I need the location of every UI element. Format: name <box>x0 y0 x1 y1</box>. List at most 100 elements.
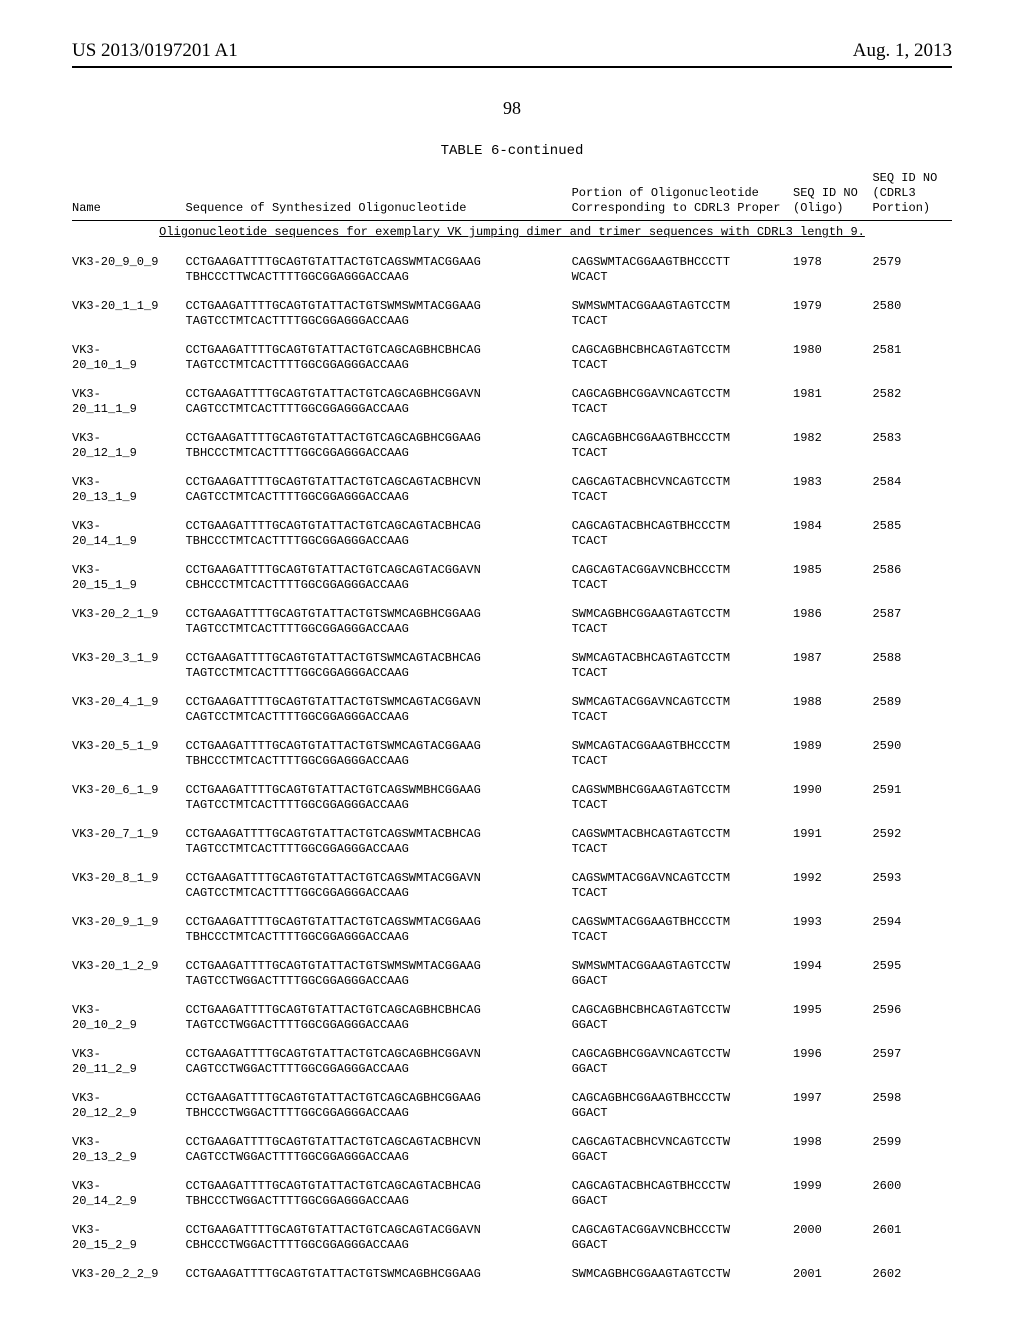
cell-seq: CCTGAAGATTTTGCAGTGTATTACTGTCAGSWMTACGGAA… <box>186 908 572 952</box>
cell-portion: SWMCAGTACGGAVNCAGTCCTM TCACT <box>572 688 793 732</box>
cell-id1: 1996 <box>793 1040 872 1084</box>
table-row: VK3-20_1_2_9CCTGAAGATTTTGCAGTGTATTACTGTS… <box>72 952 952 996</box>
cell-name: VK3-20_4_1_9 <box>72 688 186 732</box>
table-row: VK3-20_2_2_9CCTGAAGATTTTGCAGTGTATTACTGTS… <box>72 1260 952 1289</box>
cell-id2: 2599 <box>872 1128 952 1172</box>
cell-seq: CCTGAAGATTTTGCAGTGTATTACTGTSWMCAGBHCGGAA… <box>186 1260 572 1289</box>
cell-seq: CCTGAAGATTTTGCAGTGTATTACTGTCAGCAGBHCBHCA… <box>186 336 572 380</box>
cell-name: VK3- 20_10_1_9 <box>72 336 186 380</box>
cell-portion: SWMCAGBHCGGAAGTAGTCCTM TCACT <box>572 600 793 644</box>
cell-name: VK3-20_6_1_9 <box>72 776 186 820</box>
table-row: VK3- 20_15_1_9CCTGAAGATTTTGCAGTGTATTACTG… <box>72 556 952 600</box>
cell-id1: 1995 <box>793 996 872 1040</box>
table-row: VK3- 20_12_2_9CCTGAAGATTTTGCAGTGTATTACTG… <box>72 1084 952 1128</box>
cell-seq: CCTGAAGATTTTGCAGTGTATTACTGTCAGCAGBHCGGAA… <box>186 424 572 468</box>
cell-id1: 1981 <box>793 380 872 424</box>
table-row: VK3- 20_13_1_9CCTGAAGATTTTGCAGTGTATTACTG… <box>72 468 952 512</box>
cell-id1: 1997 <box>793 1084 872 1128</box>
cell-id2: 2590 <box>872 732 952 776</box>
cell-id1: 1988 <box>793 688 872 732</box>
cell-seq: CCTGAAGATTTTGCAGTGTATTACTGTSWMSWMTACGGAA… <box>186 292 572 336</box>
table-row: VK3- 20_14_2_9CCTGAAGATTTTGCAGTGTATTACTG… <box>72 1172 952 1216</box>
cell-portion: CAGSWMTACGGAAGTBHCCCTM TCACT <box>572 908 793 952</box>
cell-id2: 2584 <box>872 468 952 512</box>
cell-id2: 2595 <box>872 952 952 996</box>
cell-seq: CCTGAAGATTTTGCAGTGTATTACTGTCAGCAGTACGGAV… <box>186 556 572 600</box>
cell-seq: CCTGAAGATTTTGCAGTGTATTACTGTSWMSWMTACGGAA… <box>186 952 572 996</box>
cell-portion: CAGCAGBHCBHCAGTAGTCCTM TCACT <box>572 336 793 380</box>
cell-name: VK3- 20_13_1_9 <box>72 468 186 512</box>
cell-portion: SWMSWMTACGGAAGTAGTCCTW GGACT <box>572 952 793 996</box>
table-row: VK3-20_3_1_9CCTGAAGATTTTGCAGTGTATTACTGTS… <box>72 644 952 688</box>
table-row: VK3- 20_14_1_9CCTGAAGATTTTGCAGTGTATTACTG… <box>72 512 952 556</box>
cell-portion: SWMSWMTACGGAAGTAGTCCTM TCACT <box>572 292 793 336</box>
cell-name: VK3-20_3_1_9 <box>72 644 186 688</box>
cell-seq: CCTGAAGATTTTGCAGTGTATTACTGTSWMCAGBHCGGAA… <box>186 600 572 644</box>
cell-seq: CCTGAAGATTTTGCAGTGTATTACTGTSWMCAGTACGGAA… <box>186 732 572 776</box>
cell-id2: 2580 <box>872 292 952 336</box>
cell-seq: CCTGAAGATTTTGCAGTGTATTACTGTCAGCAGBHCBHCA… <box>186 996 572 1040</box>
cell-id1: 1989 <box>793 732 872 776</box>
cell-id2: 2582 <box>872 380 952 424</box>
cell-id1: 1998 <box>793 1128 872 1172</box>
table-row: VK3- 20_10_1_9CCTGAAGATTTTGCAGTGTATTACTG… <box>72 336 952 380</box>
table-row: VK3- 20_11_1_9CCTGAAGATTTTGCAGTGTATTACTG… <box>72 380 952 424</box>
cell-portion: CAGCAGBHCBHCAGTAGTCCTW GGACT <box>572 996 793 1040</box>
cell-portion: SWMCAGTACGGAAGTBHCCCTM TCACT <box>572 732 793 776</box>
table-row: VK3- 20_12_1_9CCTGAAGATTTTGCAGTGTATTACTG… <box>72 424 952 468</box>
cell-id1: 1984 <box>793 512 872 556</box>
cell-id1: 1990 <box>793 776 872 820</box>
cell-seq: CCTGAAGATTTTGCAGTGTATTACTGTCAGCAGBHCGGAA… <box>186 1084 572 1128</box>
cell-seq: CCTGAAGATTTTGCAGTGTATTACTGTCAGSWMTACGGAV… <box>186 864 572 908</box>
cell-name: VK3- 20_14_2_9 <box>72 1172 186 1216</box>
table-row: VK3-20_2_1_9CCTGAAGATTTTGCAGTGTATTACTGTS… <box>72 600 952 644</box>
cell-portion: CAGCAGBHCGGAAGTBHCCCTW GGACT <box>572 1084 793 1128</box>
cell-seq: CCTGAAGATTTTGCAGTGTATTACTGTSWMCAGTACBHCA… <box>186 644 572 688</box>
cell-id1: 1993 <box>793 908 872 952</box>
page-header: US 2013/0197201 A1 Aug. 1, 2013 <box>72 40 952 62</box>
table-row: VK3-20_4_1_9CCTGAAGATTTTGCAGTGTATTACTGTS… <box>72 688 952 732</box>
cell-portion: CAGCAGBHCGGAVNCAGTCCTW GGACT <box>572 1040 793 1084</box>
cell-id2: 2591 <box>872 776 952 820</box>
cell-id2: 2592 <box>872 820 952 864</box>
cell-name: VK3-20_1_2_9 <box>72 952 186 996</box>
table-row: VK3-20_6_1_9CCTGAAGATTTTGCAGTGTATTACTGTC… <box>72 776 952 820</box>
cell-name: VK3- 20_15_1_9 <box>72 556 186 600</box>
cell-id2: 2581 <box>872 336 952 380</box>
cell-name: VK3- 20_10_2_9 <box>72 996 186 1040</box>
cell-portion: CAGCAGTACGGAVNCBHCCCTM TCACT <box>572 556 793 600</box>
oligo-table: Oligonucleotide sequences for exemplary … <box>72 169 952 1289</box>
cell-name: VK3-20_7_1_9 <box>72 820 186 864</box>
cell-name: VK3-20_1_1_9 <box>72 292 186 336</box>
cell-seq: CCTGAAGATTTTGCAGTGTATTACTGTCAGSWMTACGGAA… <box>186 248 572 292</box>
cell-portion: CAGCAGBHCGGAVNCAGTCCTM TCACT <box>572 380 793 424</box>
cell-name: VK3-20_9_0_9 <box>72 248 186 292</box>
cell-id1: 1986 <box>793 600 872 644</box>
cell-seq: CCTGAAGATTTTGCAGTGTATTACTGTCAGCAGTACBHCA… <box>186 512 572 556</box>
table-row: VK3- 20_15_2_9CCTGAAGATTTTGCAGTGTATTACTG… <box>72 1216 952 1260</box>
table-row: VK3-20_9_0_9CCTGAAGATTTTGCAGTGTATTACTGTC… <box>72 248 952 292</box>
cell-id2: 2596 <box>872 996 952 1040</box>
cell-seq: CCTGAAGATTTTGCAGTGTATTACTGTCAGCAGTACGGAV… <box>186 1216 572 1260</box>
cell-name: VK3-20_2_1_9 <box>72 600 186 644</box>
cell-id1: 2000 <box>793 1216 872 1260</box>
col-seq: Sequence of Synthesized Oligonucleotide <box>186 169 572 221</box>
cell-portion: CAGSWMBHCGGAAGTAGTCCTM TCACT <box>572 776 793 820</box>
table-body: VK3-20_9_0_9CCTGAAGATTTTGCAGTGTATTACTGTC… <box>72 248 952 1289</box>
cell-seq: CCTGAAGATTTTGCAGTGTATTACTGTCAGCAGTACBHCV… <box>186 468 572 512</box>
cell-portion: SWMCAGTACBHCAGTAGTCCTM TCACT <box>572 644 793 688</box>
cell-id1: 1979 <box>793 292 872 336</box>
table-row: VK3-20_5_1_9CCTGAAGATTTTGCAGTGTATTACTGTS… <box>72 732 952 776</box>
cell-id2: 2583 <box>872 424 952 468</box>
cell-seq: CCTGAAGATTTTGCAGTGTATTACTGTCAGCAGTACBHCV… <box>186 1128 572 1172</box>
table-row: VK3-20_8_1_9CCTGAAGATTTTGCAGTGTATTACTGTC… <box>72 864 952 908</box>
cell-id2: 2593 <box>872 864 952 908</box>
cell-id1: 1980 <box>793 336 872 380</box>
table-row: VK3- 20_13_2_9CCTGAAGATTTTGCAGTGTATTACTG… <box>72 1128 952 1172</box>
cell-id2: 2600 <box>872 1172 952 1216</box>
col-id2: SEQ ID NO (CDRL3 Portion) <box>872 169 952 221</box>
cell-name: VK3- 20_13_2_9 <box>72 1128 186 1172</box>
cell-id1: 1999 <box>793 1172 872 1216</box>
cell-id2: 2586 <box>872 556 952 600</box>
col-portion: Portion of Oligonucleotide Corresponding… <box>572 169 793 221</box>
